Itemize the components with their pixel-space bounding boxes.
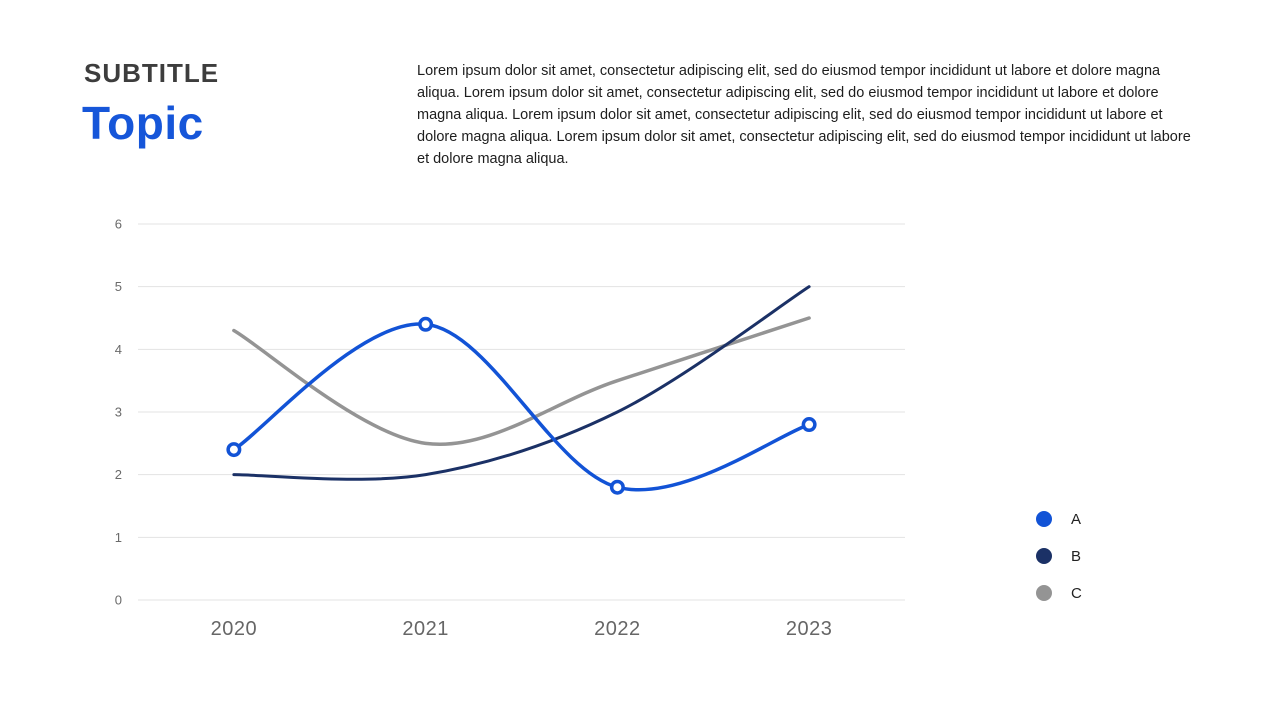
legend-swatch-icon	[1036, 511, 1052, 527]
legend-label: B	[1071, 547, 1082, 565]
series-line-c	[232, 316, 811, 446]
y-axis-tick-label: 6	[115, 217, 122, 232]
legend-label: A	[1071, 510, 1082, 528]
x-axis-tick-label: 2023	[786, 618, 833, 640]
legend-label: C	[1071, 584, 1082, 602]
data-point-marker	[418, 316, 434, 332]
legend-item-b: B	[1036, 547, 1082, 565]
page-title: Topic	[82, 97, 204, 149]
legend-swatch-icon	[1036, 585, 1052, 601]
y-axis-tick-label: 4	[115, 342, 122, 357]
chart-legend: A B C	[1036, 510, 1082, 602]
x-axis-tick-label: 2020	[211, 618, 258, 640]
description-text: Lorem ipsum dolor sit amet, consectetur …	[417, 63, 1191, 167]
x-axis-tick-label: 2022	[594, 618, 641, 640]
data-point-marker	[226, 442, 242, 458]
data-point-marker	[609, 479, 625, 495]
y-axis-tick-label: 5	[115, 279, 122, 294]
subtitle-label: SUBTITLE	[84, 58, 220, 88]
legend-swatch-icon	[1036, 548, 1052, 564]
legend-item-a: A	[1036, 510, 1082, 528]
legend-item-c: C	[1036, 584, 1082, 602]
data-point-marker	[801, 417, 817, 433]
series-line-b	[232, 285, 811, 481]
y-axis-tick-label: 3	[115, 405, 122, 420]
y-axis-tick-label: 2	[115, 467, 122, 482]
series-line-a	[232, 322, 811, 492]
y-axis-tick-label: 1	[115, 530, 122, 545]
x-axis-tick-label: 2021	[402, 618, 449, 640]
y-axis-tick-label: 0	[115, 593, 122, 608]
